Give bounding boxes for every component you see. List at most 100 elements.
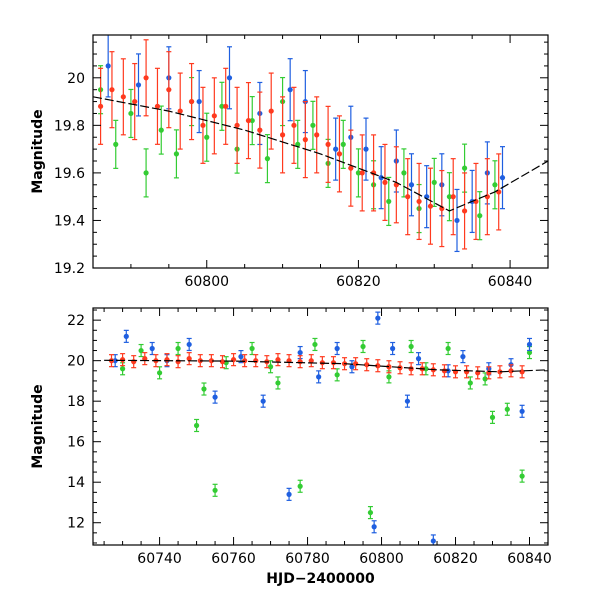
data-point xyxy=(363,146,369,152)
y-tick-label: 16 xyxy=(67,435,85,451)
data-point xyxy=(390,345,396,352)
y-tick-label: 19.6 xyxy=(54,166,85,182)
data-point xyxy=(416,198,422,205)
data-point xyxy=(253,358,259,364)
series-1 xyxy=(112,311,533,545)
x-tick-label: 60820 xyxy=(433,551,478,567)
bottom-panel: 60740 60760 60780 60800 60820 60840 12 14 16 18 20… xyxy=(30,307,552,587)
data-point xyxy=(526,349,533,356)
data-point xyxy=(200,122,206,128)
data-point xyxy=(132,98,138,105)
data-point xyxy=(173,151,180,157)
data-point xyxy=(408,366,414,372)
data-point xyxy=(260,398,266,404)
y-tick-label: 18 xyxy=(67,394,85,410)
data-point xyxy=(143,75,149,81)
data-point xyxy=(291,122,297,128)
data-point xyxy=(330,360,337,366)
data-point xyxy=(154,103,161,109)
data-point xyxy=(223,103,229,109)
data-point xyxy=(131,359,137,365)
data-point xyxy=(340,141,346,147)
data-point xyxy=(460,354,466,360)
data-point xyxy=(314,132,320,138)
data-point xyxy=(249,345,255,352)
data-point xyxy=(279,132,286,138)
data-point xyxy=(349,364,355,370)
data-point xyxy=(158,127,164,133)
data-point xyxy=(196,98,202,105)
y-tick-label: 20 xyxy=(67,354,85,370)
data-point xyxy=(408,182,415,188)
axes-frame xyxy=(92,307,549,546)
data-point xyxy=(164,357,170,363)
x-tick-label: 60820 xyxy=(336,274,381,290)
data-point xyxy=(295,141,301,147)
data-point xyxy=(226,75,233,81)
data-point xyxy=(408,343,414,350)
data-point xyxy=(112,358,118,364)
data-point xyxy=(312,341,318,348)
data-point xyxy=(375,315,381,321)
data-point xyxy=(359,170,365,176)
data-point xyxy=(519,408,525,414)
x-tick-label: 60800 xyxy=(359,551,404,567)
data-point xyxy=(297,359,303,365)
data-point xyxy=(268,108,274,114)
series-0 xyxy=(119,337,533,520)
data-point xyxy=(267,364,274,370)
data-point xyxy=(156,370,163,376)
data-point xyxy=(355,170,362,176)
model-curve xyxy=(93,96,548,212)
data-point xyxy=(348,165,354,171)
series-0 xyxy=(97,65,498,241)
data-point xyxy=(208,358,214,364)
x-tick-label: 60840 xyxy=(507,551,552,567)
x-tick-label: 60740 xyxy=(137,551,182,567)
data-point xyxy=(360,343,366,350)
data-point xyxy=(431,179,437,186)
data-point xyxy=(238,354,244,360)
data-point xyxy=(445,368,451,374)
data-point xyxy=(386,198,392,205)
data-point xyxy=(297,483,303,489)
data-point xyxy=(175,359,181,365)
y-tick-label: 19.2 xyxy=(54,261,85,277)
y-tick-label: 19.4 xyxy=(54,213,85,229)
data-point xyxy=(364,362,370,368)
data-point xyxy=(325,141,331,147)
data-point xyxy=(142,356,148,362)
data-point xyxy=(297,349,303,356)
data-point xyxy=(461,165,468,171)
data-point xyxy=(212,394,218,400)
data-point xyxy=(423,366,429,372)
data-point xyxy=(484,194,490,200)
data-point xyxy=(286,491,292,497)
data-point xyxy=(97,103,104,109)
data-point xyxy=(177,108,183,114)
data-point xyxy=(489,414,496,420)
data-point xyxy=(242,358,248,364)
top-panel: 60800 60820 60840 19.2 19.4 19.6 19.8 20 Magnitu… xyxy=(30,34,549,290)
data-point xyxy=(204,134,210,140)
data-point xyxy=(499,175,506,181)
data-point xyxy=(105,63,111,69)
data-point xyxy=(186,356,192,362)
data-point xyxy=(123,333,129,339)
data-point xyxy=(135,82,142,88)
y-axis-label: Magnitude xyxy=(30,109,46,193)
data-point xyxy=(401,170,407,176)
data-point xyxy=(308,358,314,364)
data-point xyxy=(302,137,308,143)
data-point xyxy=(275,380,281,386)
data-point xyxy=(450,194,456,200)
plot-area xyxy=(93,35,548,253)
data-point xyxy=(316,374,322,380)
data-point xyxy=(375,363,381,369)
data-point xyxy=(310,122,316,128)
data-point xyxy=(467,380,473,386)
data-point xyxy=(477,213,483,219)
data-point xyxy=(371,524,377,530)
x-axis-label: HJD−2400000 xyxy=(266,571,375,587)
